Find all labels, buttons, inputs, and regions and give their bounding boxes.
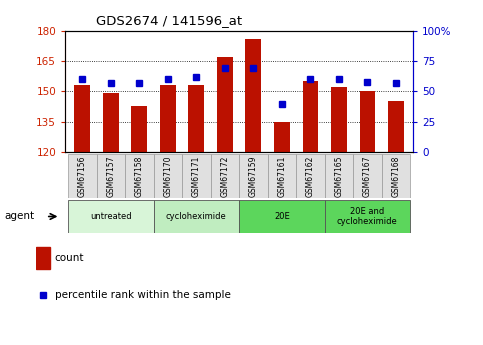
- Bar: [160, 86, 176, 152]
- Bar: [103, 93, 119, 152]
- FancyBboxPatch shape: [382, 154, 410, 198]
- Text: cycloheximide: cycloheximide: [166, 212, 227, 221]
- Text: GSM67172: GSM67172: [220, 155, 229, 197]
- FancyBboxPatch shape: [296, 154, 325, 198]
- FancyBboxPatch shape: [353, 154, 382, 198]
- FancyBboxPatch shape: [154, 154, 182, 198]
- Text: untreated: untreated: [90, 212, 132, 221]
- Text: 20E and
cycloheximide: 20E and cycloheximide: [337, 207, 398, 226]
- Bar: [131, 106, 147, 152]
- Bar: [217, 57, 233, 152]
- FancyBboxPatch shape: [211, 154, 239, 198]
- FancyBboxPatch shape: [325, 154, 353, 198]
- Text: GSM67162: GSM67162: [306, 155, 315, 197]
- Text: GSM67171: GSM67171: [192, 155, 201, 197]
- Bar: [359, 91, 375, 152]
- Bar: [302, 81, 318, 152]
- FancyBboxPatch shape: [268, 154, 296, 198]
- Text: GSM67157: GSM67157: [106, 155, 115, 197]
- Text: 20E: 20E: [274, 212, 290, 221]
- FancyBboxPatch shape: [68, 154, 97, 198]
- Bar: [245, 39, 261, 152]
- FancyBboxPatch shape: [68, 200, 154, 233]
- Bar: [74, 86, 90, 152]
- Text: GSM67158: GSM67158: [135, 155, 144, 197]
- Text: GSM67168: GSM67168: [391, 155, 400, 197]
- Bar: [331, 87, 347, 152]
- Bar: [388, 101, 404, 152]
- Text: GSM67167: GSM67167: [363, 155, 372, 197]
- Text: GSM67165: GSM67165: [334, 155, 343, 197]
- Bar: [188, 86, 204, 152]
- FancyBboxPatch shape: [154, 200, 239, 233]
- Bar: [36, 247, 50, 269]
- Text: GSM67161: GSM67161: [277, 155, 286, 197]
- FancyBboxPatch shape: [182, 154, 211, 198]
- Text: percentile rank within the sample: percentile rank within the sample: [55, 290, 231, 300]
- FancyBboxPatch shape: [125, 154, 154, 198]
- FancyBboxPatch shape: [97, 154, 125, 198]
- Text: GSM67170: GSM67170: [163, 155, 172, 197]
- Bar: [274, 122, 290, 152]
- Text: GDS2674 / 141596_at: GDS2674 / 141596_at: [96, 14, 242, 27]
- Text: GSM67159: GSM67159: [249, 155, 258, 197]
- Text: count: count: [55, 253, 85, 263]
- FancyBboxPatch shape: [239, 154, 268, 198]
- Text: GSM67156: GSM67156: [78, 155, 87, 197]
- Text: agent: agent: [5, 211, 35, 221]
- FancyBboxPatch shape: [325, 200, 410, 233]
- FancyBboxPatch shape: [239, 200, 325, 233]
